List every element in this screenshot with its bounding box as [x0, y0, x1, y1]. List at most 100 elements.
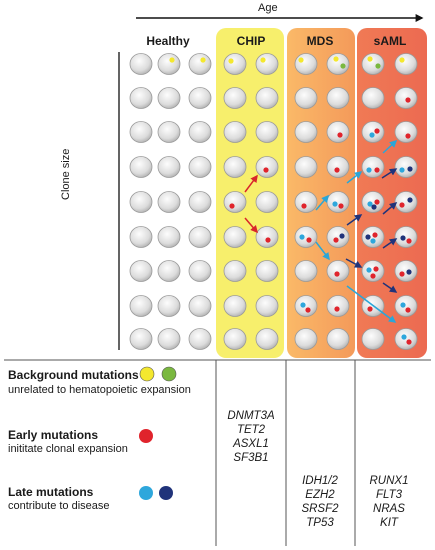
cell-body — [326, 226, 350, 248]
mutation-dot — [306, 237, 312, 243]
cell — [294, 191, 318, 213]
cell-body — [255, 226, 279, 248]
mutation-dot — [338, 203, 344, 209]
cell — [294, 226, 318, 248]
cell — [326, 121, 350, 143]
cell — [129, 53, 153, 75]
cell — [326, 328, 350, 350]
cell — [326, 226, 350, 248]
cell-body — [157, 87, 181, 109]
cell — [394, 295, 418, 317]
mutation-dot — [405, 133, 411, 139]
cell — [361, 53, 385, 75]
cell — [255, 226, 279, 248]
cell — [294, 260, 318, 282]
mutation-dot — [367, 201, 373, 207]
mutation-dot — [400, 235, 406, 241]
cell-body — [129, 226, 153, 248]
age-axis-label: Age — [258, 2, 278, 14]
cell-body — [394, 87, 418, 109]
gene-label: NRAS — [373, 503, 405, 515]
cell-body — [294, 121, 318, 143]
legend-late-title: Late mutations — [8, 485, 94, 499]
cell — [294, 53, 318, 75]
cell-body — [361, 87, 385, 109]
legend-late-subtitle: contribute to disease — [8, 500, 110, 512]
legend-cyan-dot — [139, 486, 153, 500]
cell — [255, 295, 279, 317]
cell-body — [294, 260, 318, 282]
cell-body — [188, 295, 212, 317]
mutation-dot — [260, 57, 266, 63]
cell — [223, 328, 247, 350]
stage-header-healthy: Healthy — [146, 34, 190, 48]
cell — [294, 295, 318, 317]
cell — [223, 156, 247, 178]
progression-arrow — [315, 194, 329, 211]
cell — [188, 53, 212, 75]
mutation-dot — [200, 57, 206, 63]
mutation-dot — [374, 199, 380, 205]
cell — [361, 328, 385, 350]
cell — [361, 156, 385, 178]
cell-body — [294, 328, 318, 350]
gene-label: DNMT3A — [227, 410, 275, 422]
mutation-dot — [405, 97, 411, 103]
cell-body — [129, 121, 153, 143]
cell-body — [394, 328, 418, 350]
cell — [255, 87, 279, 109]
progression-arrow — [382, 202, 398, 215]
cell-body — [255, 53, 279, 75]
cell-body — [157, 226, 181, 248]
cell-body — [255, 87, 279, 109]
cell-body — [188, 156, 212, 178]
cell — [223, 87, 247, 109]
cell — [223, 121, 247, 143]
mutation-dot — [406, 339, 412, 345]
mutation-dot — [407, 166, 413, 172]
mds-gene-list: IDH1/2 EZH2 SRSF2 TP53 — [289, 474, 351, 530]
cell — [294, 328, 318, 350]
cell-body — [361, 53, 385, 75]
progression-arrow — [345, 258, 363, 268]
cell — [394, 260, 418, 282]
stage-header-mds: MDS — [306, 34, 334, 48]
cell-body — [361, 191, 385, 213]
cell-body — [255, 295, 279, 317]
legend-background-subtitle: unrelated to hematopoietic expansion — [8, 384, 191, 396]
cell — [326, 295, 350, 317]
cell-body — [188, 226, 212, 248]
cell — [326, 53, 350, 75]
cell-body — [188, 260, 212, 282]
cell-body — [326, 260, 350, 282]
gene-label: IDH1/2 — [302, 475, 338, 487]
cell — [394, 191, 418, 213]
gene-label: FLT3 — [376, 489, 402, 501]
gene-label: ASXL1 — [233, 438, 269, 450]
legend-navy-dot — [159, 486, 173, 500]
cell — [129, 87, 153, 109]
cell — [223, 191, 247, 213]
cell-body — [223, 53, 247, 75]
cell-body — [223, 87, 247, 109]
mutation-dot — [374, 128, 380, 134]
mutation-dot — [339, 233, 345, 239]
cell — [255, 156, 279, 178]
mutation-dot — [334, 306, 340, 312]
mutation-dot — [299, 234, 305, 240]
cell-body — [326, 191, 350, 213]
mutation-dot — [367, 56, 373, 62]
progression-arrow — [315, 241, 330, 261]
cell-body — [394, 121, 418, 143]
cell — [255, 328, 279, 350]
mutation-dot — [265, 237, 271, 243]
mutation-dot — [372, 232, 378, 238]
cell — [157, 295, 181, 317]
cell-body — [129, 156, 153, 178]
cell-body — [129, 260, 153, 282]
cell — [223, 260, 247, 282]
cell-body — [188, 87, 212, 109]
cell-body — [157, 191, 181, 213]
mutation-dot — [334, 271, 340, 277]
cell — [188, 87, 212, 109]
